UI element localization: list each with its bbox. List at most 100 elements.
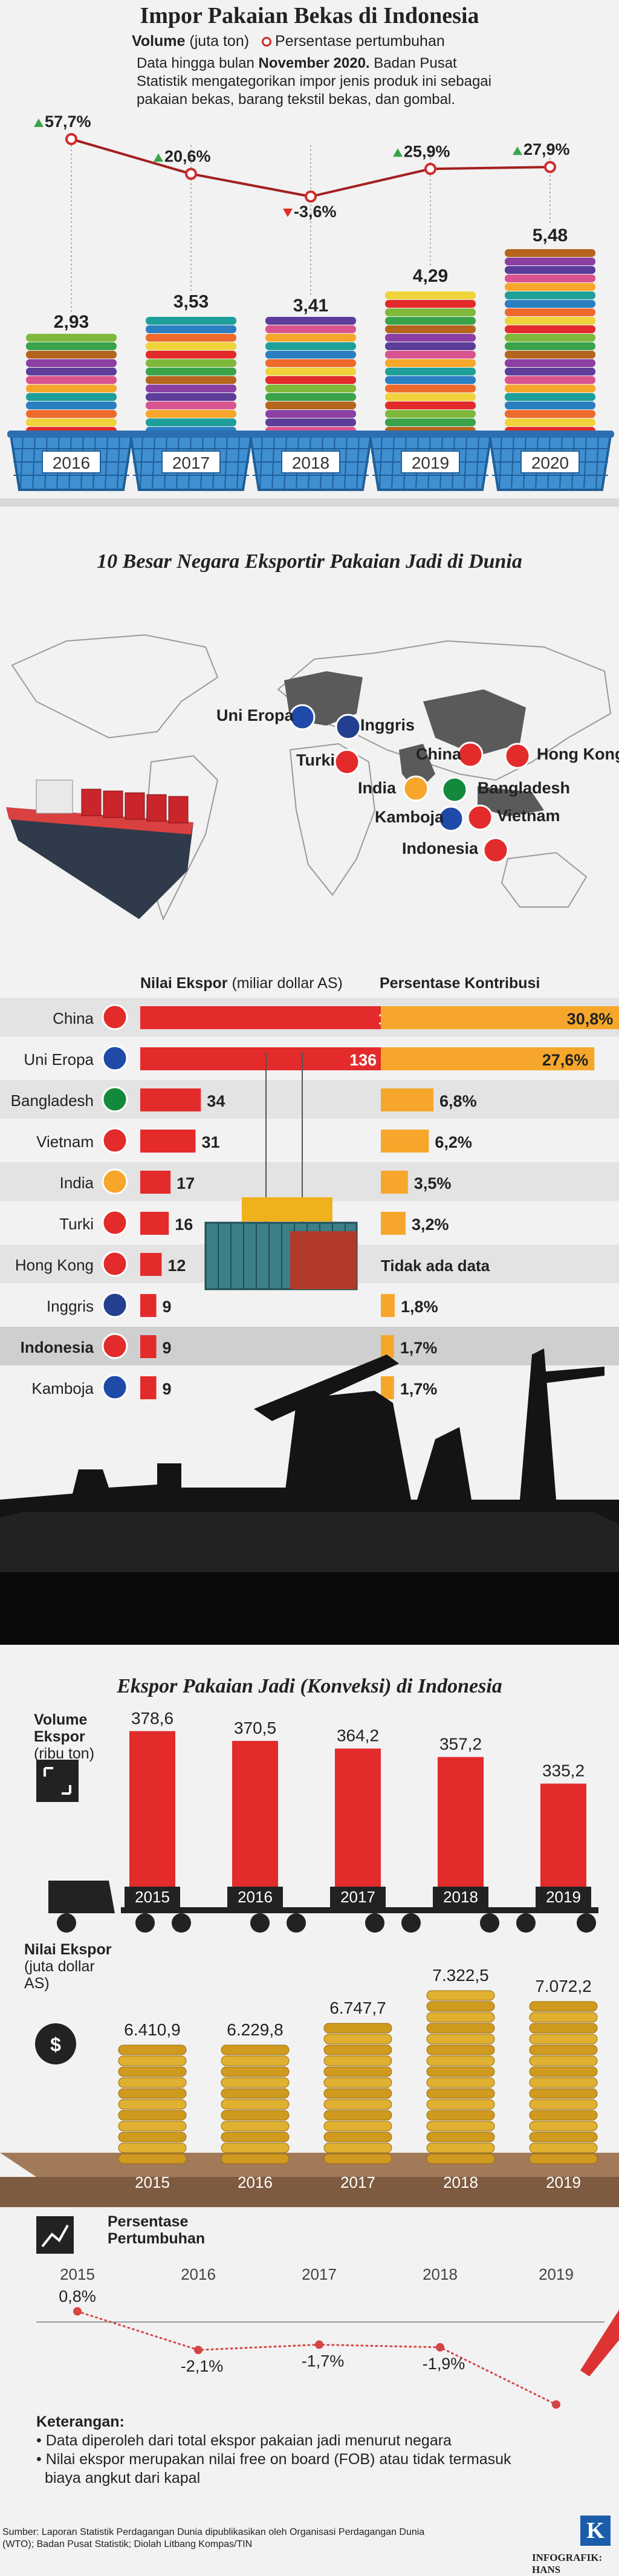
growth-arrow-icon (154, 153, 163, 162)
ship-container (125, 792, 145, 820)
country-label: Kamboja (31, 1379, 94, 1397)
coin (529, 2142, 598, 2153)
dollar-symbol: $ (50, 2034, 61, 2055)
coin (426, 2142, 495, 2153)
growth-value-label: -6,2% (539, 2412, 582, 2413)
map-label: Hong Kong (537, 745, 619, 763)
coin (323, 2066, 392, 2077)
country-label: Bangladesh (11, 1091, 94, 1110)
clothes-layer (385, 359, 476, 367)
coin (323, 2055, 392, 2066)
clothes-layer (505, 249, 595, 257)
growth-year-label: 2017 (302, 2265, 337, 2283)
growth-arrow-icon (283, 209, 293, 218)
flag-icon (438, 805, 464, 832)
clothes-layer (26, 359, 117, 367)
ship-bridge (36, 779, 73, 814)
crane-spreader (242, 1197, 332, 1221)
share-label: 6,8% (439, 1092, 477, 1110)
clothes-layer (385, 334, 476, 342)
volume-bar (540, 1783, 586, 1887)
clothes-layer (146, 393, 236, 401)
share-bar (381, 1088, 434, 1111)
clothes-layer (505, 385, 595, 392)
coin (118, 2099, 187, 2110)
clothes-layer (265, 393, 356, 401)
header-share: Persentase Kontribusi (380, 975, 540, 992)
crane-1-arm (254, 1355, 399, 1421)
year-label: 2019 (412, 454, 449, 472)
clothes-layer (505, 351, 595, 359)
map-label: Vietnam (497, 807, 560, 825)
coin (426, 2012, 495, 2023)
flag-icon (102, 1333, 128, 1359)
clothes-layer (265, 368, 356, 376)
pencil-icon (580, 2310, 619, 2376)
truck-wheel (57, 1913, 76, 1933)
clothes-layer (385, 351, 476, 359)
notes-heading: Keterangan: (36, 2413, 125, 2430)
clothes-layer (385, 410, 476, 418)
clothes-layer (385, 317, 476, 325)
header-value-unit: (miliar dollar AS) (232, 975, 343, 992)
growth-point (73, 2307, 82, 2316)
coin (118, 2055, 187, 2066)
section1-note: Data hingga bulan November 2020. Badan P… (137, 54, 493, 109)
clothes-layer (146, 385, 236, 392)
country-label: India (60, 1174, 94, 1192)
coin (221, 2044, 290, 2055)
clothes-layer (265, 325, 356, 333)
year-plate (227, 1887, 283, 1907)
coin (118, 2110, 187, 2121)
map-label: Uni Eropa (216, 706, 294, 724)
coin (221, 2077, 290, 2088)
growth-label-text: Persentase Pertumbuhan (108, 2213, 206, 2247)
port-silhouette (0, 1348, 619, 1645)
growth-label: Persentase Pertumbuhan (108, 2213, 289, 2247)
clothes-layer (505, 410, 595, 418)
map-label: Inggris (360, 716, 415, 734)
value-label: 9 (163, 1298, 172, 1316)
share-bar (381, 1047, 595, 1070)
basket-rim (247, 431, 375, 438)
year-plate (433, 1887, 488, 1907)
year-label: 2020 (531, 454, 569, 472)
coin (118, 2142, 187, 2153)
share-label: 6,2% (435, 1133, 472, 1151)
clothes-layer (505, 266, 595, 274)
clothes-layer (505, 342, 595, 350)
crane-2-arm (532, 1367, 604, 1385)
source-text: Sumber: Laporan Statistik Perdagangan Du… (2, 2527, 425, 2549)
ship-hull (6, 807, 193, 919)
truck-wheel (172, 1913, 191, 1933)
coin (426, 2110, 495, 2121)
coin-year-label: 2019 (546, 2173, 581, 2191)
coin (426, 2099, 495, 2110)
map-label: Bangladesh (478, 779, 570, 797)
legend-volume-unit: (juta ton) (189, 33, 250, 50)
clothes-layer (385, 342, 476, 350)
flag-icon (102, 1209, 128, 1236)
volume-label: 3,41 (293, 296, 328, 316)
coin (529, 2055, 598, 2066)
region-indonesia (478, 786, 544, 816)
clothes-layer (146, 325, 236, 333)
legend-growth: Persentase pertumbuhan (275, 33, 445, 50)
section2-title: 10 Besar Negara Eksportir Pakaian Jadi d… (97, 550, 522, 573)
volume-value-label: 364,2 (337, 1726, 379, 1745)
truck-wheel (287, 1913, 306, 1933)
clothes-layer (265, 418, 356, 426)
clothes-layer (505, 308, 595, 316)
growth-label: 20,6% (164, 148, 211, 166)
coin (323, 2088, 392, 2099)
country-label: Inggris (47, 1297, 94, 1315)
clothes-layer (146, 342, 236, 350)
map-label: China (416, 745, 462, 763)
country-label: Turki (59, 1215, 94, 1233)
growth-point (305, 190, 317, 203)
coin (323, 2099, 392, 2110)
clothes-layer (26, 385, 117, 392)
flag-icon (102, 1292, 128, 1318)
coin (529, 2121, 598, 2132)
growth-arrow-icon (34, 119, 44, 127)
